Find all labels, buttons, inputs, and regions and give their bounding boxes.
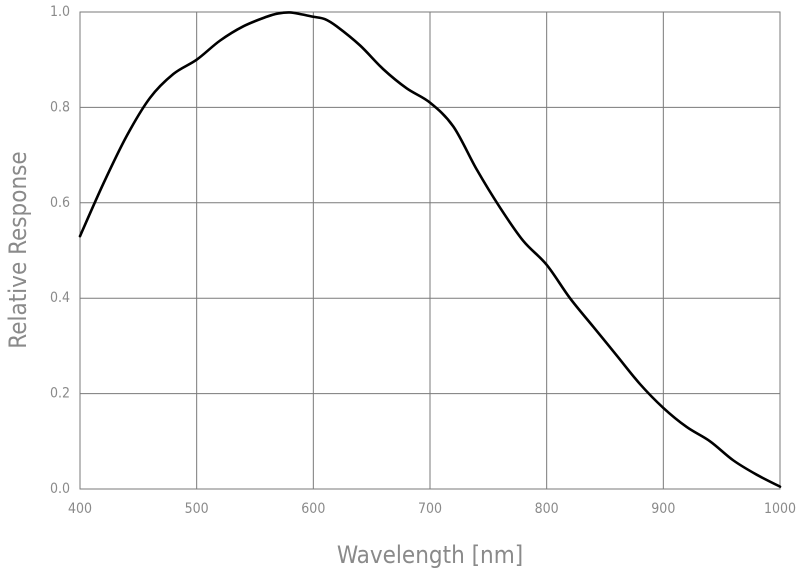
- x-axis-title: Wavelength [nm]: [337, 541, 523, 569]
- series-layer: [78, 11, 782, 488]
- y-tick-label: 0.4: [50, 290, 70, 306]
- x-tick-label: 900: [651, 501, 675, 517]
- plot-frame: [79, 11, 781, 490]
- x-axis-ticks: 400 500 600 700 800 900 1000: [68, 501, 796, 517]
- x-tick-label: 600: [301, 501, 325, 517]
- x-tick-label: 1000: [764, 501, 796, 517]
- response-curve: [78, 11, 782, 488]
- y-axis-title: Relative Response: [4, 151, 32, 348]
- x-tick-label: 500: [185, 501, 209, 517]
- y-tick-label: 0.6: [50, 195, 70, 211]
- y-tick-label: 0.0: [50, 481, 70, 497]
- x-tick-label: 800: [535, 501, 559, 517]
- y-tick-label: 0.2: [50, 386, 70, 402]
- grid: [80, 12, 780, 489]
- y-tick-label: 0.8: [50, 99, 70, 115]
- x-tick-label: 700: [418, 501, 442, 517]
- x-tick-label: 400: [68, 501, 92, 517]
- y-axis-ticks: 0.0 0.2 0.4 0.6 0.8 1.0: [50, 4, 70, 497]
- y-tick-label: 1.0: [50, 4, 70, 20]
